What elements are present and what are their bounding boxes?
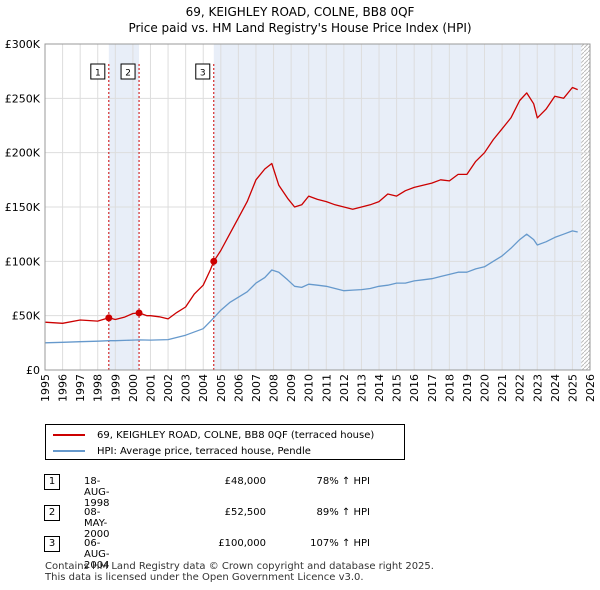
transaction-number: 2 [44, 505, 60, 521]
transaction-hpi: 107% ↑ HPI [310, 538, 370, 549]
y-tick-label: £250K [5, 92, 41, 105]
plot-frame [44, 43, 591, 371]
x-tick-label: 1998 [92, 374, 105, 402]
x-tick-label: 2026 [584, 374, 597, 402]
transaction-date: 18-AUG-1998 [84, 476, 110, 509]
marker-box [195, 63, 211, 80]
legend-swatch-property [53, 434, 85, 436]
y-tick-label: £300K [5, 38, 41, 51]
x-tick-label: 2017 [426, 374, 439, 402]
x-tick-label: 2016 [408, 374, 421, 402]
marker-box [90, 63, 106, 80]
x-tick-label: 2012 [338, 374, 351, 402]
x-tick-label: 1999 [109, 374, 122, 402]
x-tick-label: 2002 [162, 374, 175, 402]
series-line [44, 86, 578, 324]
x-tick-label: 2008 [268, 374, 281, 402]
series-line [44, 230, 578, 344]
event-lines [108, 64, 215, 370]
transaction-date: 06-AUG-2004 [84, 538, 110, 571]
x-tick-label: 1995 [39, 374, 52, 402]
marker-label: 1 [95, 69, 101, 79]
footer-copyright: Contains HM Land Registry data © Crown c… [45, 561, 434, 572]
transaction-number: 1 [44, 474, 60, 490]
transaction-price: £100,000 [218, 538, 266, 549]
x-tick-label: 2011 [320, 374, 333, 402]
marker-box [120, 63, 136, 80]
x-tick-label: 2009 [285, 374, 298, 402]
footer-license: This data is licensed under the Open Gov… [45, 572, 364, 583]
x-tick-label: 2023 [531, 374, 544, 402]
x-tick-label: 2025 [566, 374, 579, 402]
y-tick-label: £150K [5, 201, 41, 214]
price-chart: 1 2 3 £0 £50K £100K £150K £200K £250K £300K 1995 1… [5, 38, 597, 402]
x-tick-label: 2022 [514, 374, 527, 402]
legend-swatch-hpi [53, 450, 85, 452]
x-tick-label: 2018 [443, 374, 456, 402]
y-tick-label: £50K [12, 310, 41, 323]
transaction-number: 3 [44, 536, 60, 552]
legend-label-hpi: HPI: Average price, terraced house, Pend… [97, 445, 311, 457]
x-tick-label: 2000 [127, 374, 140, 402]
legend-item-property: 69, KEIGHLEY ROAD, COLNE, BB8 0QF (terra… [53, 428, 374, 442]
legend-label-property: 69, KEIGHLEY ROAD, COLNE, BB8 0QF (terra… [97, 429, 375, 441]
sale-point [210, 257, 218, 265]
y-tick-label: £0 [26, 364, 40, 377]
transaction-price: £52,500 [224, 507, 266, 518]
transaction-date: 08-MAY-2000 [84, 507, 110, 540]
x-tick-label: 2013 [355, 374, 368, 402]
x-tick-label: 2014 [373, 374, 386, 402]
y-tick-label: £100K [5, 255, 41, 268]
sale-point [135, 309, 143, 317]
axes: £0 £50K £100K £150K £200K £250K £300K 1995 1996 1… [5, 38, 597, 402]
sale-markers: 1 2 3 [90, 63, 218, 322]
series-lines [44, 86, 578, 344]
legend: 69, KEIGHLEY ROAD, COLNE, BB8 0QF (terra… [45, 424, 405, 460]
transaction-price: £48,000 [224, 476, 266, 487]
marker-label: 2 [125, 69, 131, 79]
x-tick-label: 2007 [250, 374, 263, 402]
marker-label: 3 [200, 69, 206, 79]
x-tick-label: 2020 [479, 374, 492, 402]
legend-item-hpi: HPI: Average price, terraced house, Pend… [53, 444, 311, 458]
chart-title: 69, KEIGHLEY ROAD, COLNE, BB8 0QF [185, 5, 415, 19]
x-tick-label: 2001 [144, 374, 157, 402]
x-tick-label: 2010 [303, 374, 316, 402]
x-tick-label: 2003 [180, 374, 193, 402]
transaction-hpi: 78% ↑ HPI [316, 476, 370, 487]
sale-point [105, 314, 113, 322]
x-tick-label: 1996 [57, 374, 70, 402]
x-tick-label: 2015 [391, 374, 404, 402]
x-tick-label: 1997 [74, 374, 87, 402]
x-tick-label: 2019 [461, 374, 474, 402]
x-tick-label: 2004 [197, 374, 210, 402]
x-tick-label: 2021 [496, 374, 509, 402]
x-tick-label: 2005 [215, 374, 228, 402]
x-tick-label: 2024 [549, 374, 562, 402]
x-tick-label: 2006 [232, 374, 245, 402]
y-tick-label: £200K [5, 147, 41, 160]
transaction-hpi: 89% ↑ HPI [316, 507, 370, 518]
chart-subtitle: Price paid vs. HM Land Registry's House … [128, 21, 472, 35]
